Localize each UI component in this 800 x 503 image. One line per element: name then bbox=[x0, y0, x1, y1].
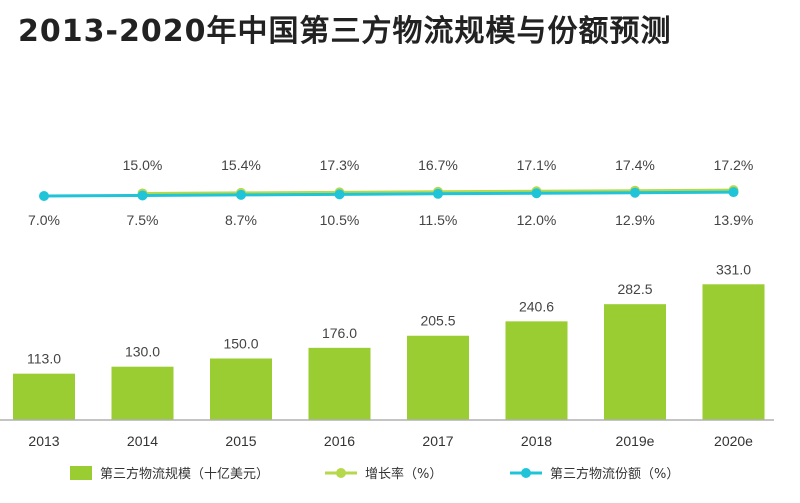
share-point bbox=[236, 189, 246, 200]
legend-label-share: 第三方物流份额（%） bbox=[550, 466, 679, 482]
legend-label-growth: 增长率（%） bbox=[365, 466, 442, 482]
x-tick-label: 2015 bbox=[225, 433, 256, 449]
x-tick-label: 2019e bbox=[616, 433, 655, 449]
share-point bbox=[39, 191, 49, 201]
growth-rate-label: 17.4% bbox=[615, 157, 655, 173]
share-label: 7.0% bbox=[28, 212, 60, 228]
share-series: 7.0% 7.5% 8.7% 10.5% 11.5% 12.0% 12.9% 13.9% bbox=[28, 187, 753, 228]
share-point bbox=[630, 187, 640, 198]
bar-value-labels: 113.0 130.0 150.0 176.0 205.5 240.6 282.5 331.0 bbox=[27, 261, 751, 366]
bar bbox=[308, 347, 371, 420]
bar-value-label: 282.5 bbox=[617, 281, 652, 297]
chart-title: 2013-2020年中国第三方物流规模与份额预测 bbox=[18, 14, 672, 49]
share-label: 12.0% bbox=[517, 212, 557, 228]
growth-rate-label: 15.4% bbox=[221, 157, 261, 173]
growth-rate-label: 17.2% bbox=[714, 157, 754, 173]
bar bbox=[13, 373, 75, 420]
bar-series bbox=[13, 284, 765, 420]
x-tick-label: 2016 bbox=[324, 433, 355, 449]
bar bbox=[702, 284, 765, 420]
legend-label-bar: 第三方物流规模（十亿美元） bbox=[100, 466, 269, 482]
bar-value-label: 113.0 bbox=[27, 351, 61, 367]
share-point bbox=[433, 188, 443, 199]
x-tick-label: 2017 bbox=[422, 433, 453, 449]
x-tick-label: 2018 bbox=[521, 433, 552, 449]
x-tick-label: 2014 bbox=[127, 433, 158, 449]
bar bbox=[505, 321, 568, 420]
share-line bbox=[43, 190, 734, 198]
share-label: 11.5% bbox=[419, 212, 458, 228]
bar-value-label: 240.6 bbox=[519, 298, 554, 314]
bar bbox=[111, 366, 174, 420]
legend-swatch-share-marker bbox=[521, 468, 531, 478]
share-point bbox=[728, 187, 739, 198]
bar bbox=[210, 358, 272, 420]
share-label: 8.7% bbox=[225, 212, 257, 228]
legend-swatch-bar bbox=[70, 466, 92, 480]
bar-value-label: 130.0 bbox=[125, 344, 160, 360]
share-point bbox=[531, 188, 542, 199]
x-tick-label: 2020e bbox=[714, 433, 753, 449]
bar-value-label: 205.5 bbox=[420, 313, 455, 329]
legend-swatch-growth-marker bbox=[336, 468, 346, 478]
bar bbox=[604, 304, 666, 420]
growth-rate-label: 15.0% bbox=[123, 157, 163, 173]
legend: 第三方物流规模（十亿美元） 增长率（%） 第三方物流份额（%） bbox=[70, 466, 679, 482]
x-axis-tick-labels: 2013 2014 2015 2016 2017 2018 2019e 2020e bbox=[28, 433, 753, 449]
bar bbox=[407, 335, 469, 420]
bar-value-label: 176.0 bbox=[322, 325, 357, 341]
x-tick-label: 2013 bbox=[28, 433, 59, 449]
share-label: 10.5% bbox=[320, 212, 360, 228]
bar-value-label: 150.0 bbox=[223, 336, 258, 352]
share-point bbox=[137, 190, 148, 201]
share-label: 12.9% bbox=[615, 212, 655, 228]
share-label: 13.9% bbox=[714, 212, 754, 228]
share-point bbox=[334, 189, 345, 200]
growth-rate-label: 17.3% bbox=[320, 157, 360, 173]
growth-rate-label: 17.1% bbox=[517, 157, 557, 173]
growth-rate-label: 16.7% bbox=[418, 157, 458, 173]
bar-value-label: 331.0 bbox=[716, 261, 751, 277]
share-label: 7.5% bbox=[127, 212, 159, 228]
